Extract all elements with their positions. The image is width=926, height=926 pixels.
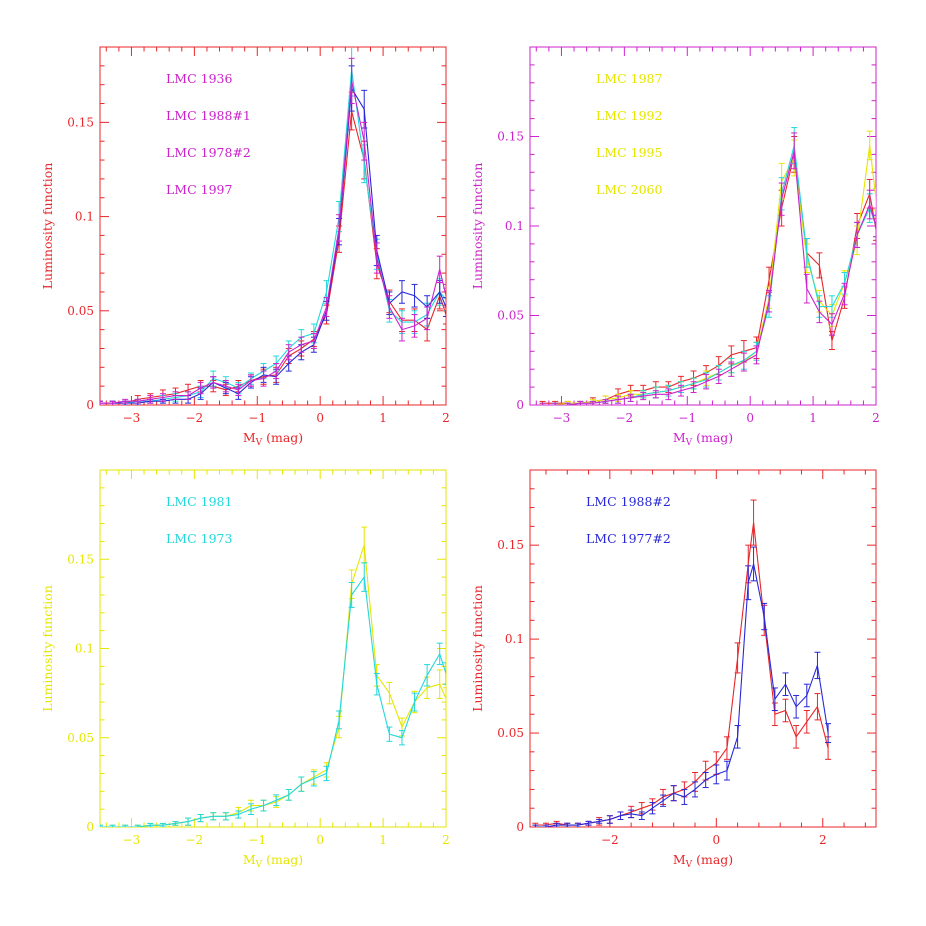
legend-entry: LMC 2060 bbox=[596, 182, 662, 197]
legend-entry: LMC 1981 bbox=[166, 494, 232, 509]
series-line-2 bbox=[100, 575, 446, 827]
series-line-4 bbox=[100, 80, 446, 404]
y-tick-label: 0.05 bbox=[67, 304, 94, 318]
y-tick-label: 0.15 bbox=[67, 552, 94, 566]
plot-frame bbox=[99, 469, 447, 828]
series-line-1 bbox=[100, 544, 446, 827]
plot-frame bbox=[99, 46, 447, 406]
x-tick-label: 2 bbox=[442, 833, 450, 847]
x-tick-label: 2 bbox=[872, 411, 880, 425]
y-tick-label: 0 bbox=[86, 820, 94, 834]
legend-entry: LMC 1936 bbox=[166, 71, 232, 86]
series-group bbox=[539, 127, 876, 405]
series-line-1 bbox=[535, 522, 829, 826]
panel-2: −3 −2 −1 0 1 2 0 0.05 0.1 0.15 MV (mag) Luminosity … bbox=[470, 46, 880, 448]
series-line-2 bbox=[100, 69, 446, 404]
x-tick-label: 1 bbox=[379, 411, 387, 425]
x-tick-label: 0 bbox=[712, 833, 720, 847]
x-axis-label: MV (mag) bbox=[673, 852, 733, 870]
legend-entry: LMC 1988#1 bbox=[166, 108, 251, 123]
x-tick-label: −2 bbox=[186, 411, 204, 425]
x-tick-label: −1 bbox=[678, 411, 696, 425]
legend-entry: LMC 1987 bbox=[596, 71, 662, 86]
y-tick-label: 0.1 bbox=[75, 210, 94, 224]
x-tick-label: −2 bbox=[186, 833, 204, 847]
y-tick-label: 0.05 bbox=[67, 731, 94, 745]
series-line-3 bbox=[100, 86, 446, 404]
y-tick-label: 0 bbox=[516, 820, 524, 834]
y-tick-label: 0.15 bbox=[497, 130, 524, 144]
legend-entry: LMC 1973 bbox=[166, 531, 232, 546]
x-tick-label: 1 bbox=[379, 833, 387, 847]
y-tick-label: 0.1 bbox=[505, 219, 524, 233]
x-tick-label: −1 bbox=[248, 833, 266, 847]
y-tick-label: 0 bbox=[516, 398, 524, 412]
plot-frame bbox=[529, 469, 877, 828]
y-tick-label: 0 bbox=[86, 398, 94, 412]
x-axis-label: MV (mag) bbox=[673, 430, 733, 448]
y-tick-label: 0.05 bbox=[497, 309, 524, 323]
panel-1: −3 −2 −1 0 1 2 0 0.05 0.1 0.15 MV (mag) Luminosity … bbox=[40, 46, 450, 448]
y-tick-label: 0.15 bbox=[497, 538, 524, 552]
y-axis-label: Luminosity function bbox=[40, 585, 55, 712]
x-tick-label: 0 bbox=[316, 411, 324, 425]
legend-entry: LMC 1977#2 bbox=[586, 531, 671, 546]
x-tick-label: 1 bbox=[809, 411, 817, 425]
series-group bbox=[100, 47, 446, 405]
series-line-2 bbox=[542, 145, 876, 405]
series-group bbox=[100, 526, 446, 827]
legend-entry: LMC 1988#2 bbox=[586, 494, 671, 509]
y-tick-label: 0.1 bbox=[75, 642, 94, 656]
legend-entry: LMC 1997 bbox=[166, 182, 232, 197]
legend-entry: LMC 1992 bbox=[596, 108, 662, 123]
x-tick-label: −3 bbox=[123, 833, 141, 847]
x-axis-label: MV (mag) bbox=[243, 852, 303, 870]
series-group bbox=[532, 499, 832, 827]
y-tick-label: 0.05 bbox=[497, 726, 524, 740]
x-tick-label: 2 bbox=[442, 411, 450, 425]
x-tick-label: −3 bbox=[123, 411, 141, 425]
x-tick-label: 0 bbox=[316, 833, 324, 847]
legend-entry: LMC 1978#2 bbox=[166, 145, 251, 160]
y-axis-label: Luminosity function bbox=[470, 163, 485, 290]
panel-3: −3 −2 −1 0 1 2 0 0.05 0.1 0.15 MV (mag) Luminosity … bbox=[40, 469, 450, 870]
series-line-1 bbox=[542, 154, 876, 404]
x-tick-label: 2 bbox=[819, 833, 827, 847]
x-tick-label: −3 bbox=[553, 411, 571, 425]
x-tick-label: −2 bbox=[616, 411, 634, 425]
y-tick-label: 0.15 bbox=[67, 115, 94, 129]
plot-frame bbox=[529, 46, 877, 406]
series-line-1 bbox=[100, 110, 446, 404]
x-tick-label: −1 bbox=[248, 411, 266, 425]
y-axis-label: Luminosity function bbox=[470, 585, 485, 712]
series-line-4 bbox=[542, 150, 876, 405]
x-tick-label: −2 bbox=[601, 833, 619, 847]
legend-entry: LMC 1995 bbox=[596, 145, 662, 160]
x-tick-label: 0 bbox=[746, 411, 754, 425]
series-line-3 bbox=[542, 145, 876, 405]
panel-4: −2 0 2 0 0.05 0.1 0.15 MV (mag) Luminosity funct… bbox=[470, 469, 877, 870]
y-axis-label: Luminosity function bbox=[40, 163, 55, 290]
y-tick-label: 0.1 bbox=[505, 632, 524, 646]
x-axis-label: MV (mag) bbox=[243, 430, 303, 448]
